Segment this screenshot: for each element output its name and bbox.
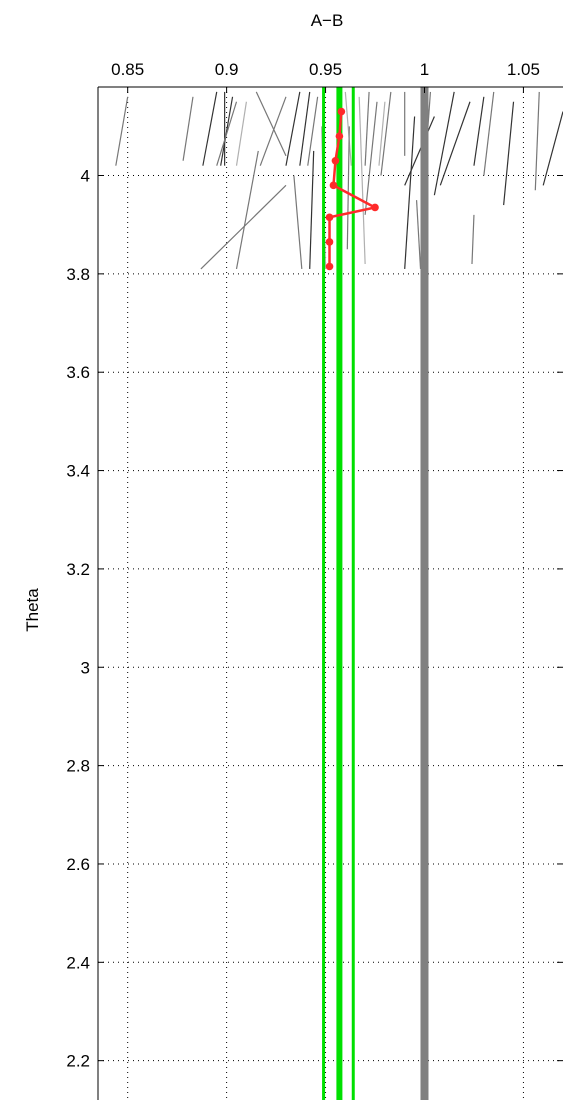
background-trace [439,101,471,186]
background-trace [299,91,311,166]
highlight-point [331,156,340,165]
background-trace [200,184,287,270]
y-tick-label: 3.2 [66,560,90,579]
background-trace [404,116,416,269]
background-trace [235,150,259,270]
background-trace [364,101,378,215]
background-trace [235,101,247,166]
highlight-series-line [328,111,379,267]
y-tick-label: 2.4 [66,953,90,972]
background-trace [115,96,129,166]
background-trace [433,91,455,196]
x-tick-label: 0.95 [309,60,342,79]
y-tick-label: 2.6 [66,855,90,874]
background-trace [380,91,392,176]
highlight-point [325,213,334,222]
background-trace [358,96,366,265]
background-trace [534,91,540,191]
background-trace [293,175,303,269]
y-tick-label: 2.8 [66,757,90,776]
x-tick-label: 0.85 [111,60,144,79]
background-trace [182,96,194,161]
background-trace [471,214,475,265]
background-trace [404,116,435,186]
x-tick-label: 1 [420,60,429,79]
y-axis-label: Theta [23,588,42,632]
y-tick-label: 3.4 [66,462,90,481]
highlight-point [371,203,379,212]
background-trace [483,91,495,176]
background-trace [285,91,301,166]
highlight-point [335,132,344,140]
highlight-point [325,262,334,271]
y-tick-label: 3.6 [66,363,90,382]
x-tick-label: 0.9 [215,60,239,79]
y-tick-label: 4 [81,167,90,186]
plot-area: 0.85 0.9 0.95 1 1.05 2.2 2.4 2.6 2.8 3 3.2 3.4 3.6 3.… [66,60,563,1100]
background-trace [255,91,287,157]
background-trace [216,101,238,166]
background-trace [473,96,485,166]
y-tick-label: 2.2 [66,1052,90,1071]
background-trace [202,91,218,166]
background-trace [415,200,422,269]
background-trace [344,91,352,166]
y-tick-label: 3.8 [66,265,90,284]
highlight-point [337,107,346,116]
background-trace [309,150,315,269]
background-trace [220,96,234,166]
background-trace [307,96,319,166]
background-trace [503,101,515,206]
highlight-point [325,238,334,246]
background-trace [346,126,350,250]
background-trace [364,91,370,166]
chart-title: A−B [311,11,344,30]
background-trace [259,96,287,166]
background-trace [378,101,386,166]
highlight-point [329,181,338,190]
data-group [115,87,563,1100]
background-trace [542,111,563,186]
y-tick-label: 3 [81,658,90,677]
x-tick-label: 1.05 [507,60,540,79]
